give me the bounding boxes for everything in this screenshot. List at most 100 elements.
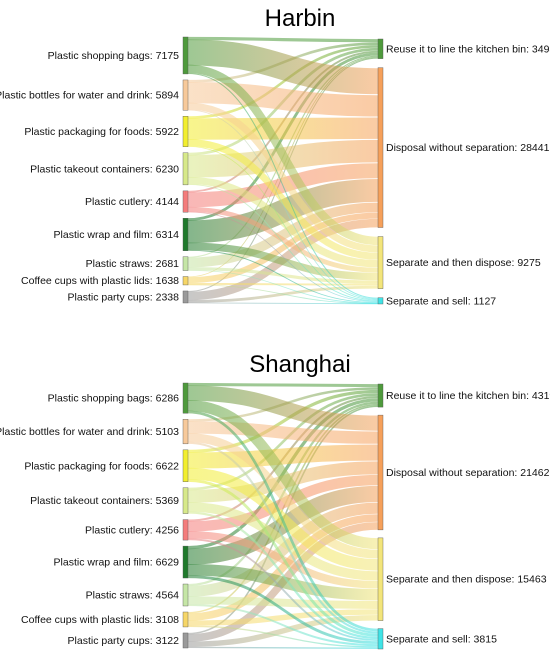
flow-link-coffee-cups-to-disposal xyxy=(187,514,379,621)
source-node-packaging xyxy=(182,449,189,482)
flow-link-wrap-film-to-separate-sell xyxy=(187,575,379,645)
source-label-party-cups: Plastic party cups: 2338 xyxy=(68,291,180,303)
flow-link-straws-to-separate-sell xyxy=(187,269,379,304)
source-node-shopping-bags xyxy=(182,382,189,414)
source-label-shopping-bags: Plastic shopping bags: 6286 xyxy=(48,393,180,405)
flow-link-cutlery-to-separate-sell xyxy=(187,538,379,642)
flow-link-party-cups-to-separate-sell xyxy=(187,302,379,305)
target-label-separate-sell: Separate and sell: 3815 xyxy=(386,633,497,645)
target-label-disposal: Disposal without separation: 21462 xyxy=(386,467,550,479)
source-label-coffee-cups: Coffee cups with plastic lids: 3108 xyxy=(21,614,179,626)
source-label-wrap-film: Plastic wrap and film: 6629 xyxy=(54,557,180,569)
flow-link-coffee-cups-to-separate-dispose xyxy=(187,609,379,626)
source-label-straws: Plastic straws: 2681 xyxy=(86,258,180,270)
flow-link-takeout-to-separate-dispose xyxy=(187,176,379,268)
flow-link-party-cups-to-separate-dispose xyxy=(187,615,379,647)
flow-link-straws-to-separate-dispose xyxy=(187,267,379,284)
target-node-disposal xyxy=(377,414,384,531)
target-node-reuse xyxy=(377,38,384,59)
target-label-reuse: Reuse it to line the kitchen bin: 3493 xyxy=(386,43,550,55)
source-label-shopping-bags: Plastic shopping bags: 7175 xyxy=(48,50,180,62)
source-node-packaging xyxy=(182,116,189,147)
flow-link-bottles-to-separate-dispose xyxy=(187,433,379,559)
flow-link-bottles-to-separate-sell xyxy=(187,109,379,300)
flow-link-shopping-bags-to-reuse xyxy=(187,382,379,388)
panel-harbin: Harbin Plastic shopping bags: 7175 Plasti… xyxy=(0,5,550,307)
target-label-reuse: Reuse it to line the kitchen bin: 4319 xyxy=(386,390,550,402)
flow-link-coffee-cups-to-separate-sell xyxy=(187,284,379,304)
source-label-cutlery: Plastic cutlery: 4256 xyxy=(85,524,179,536)
flow-link-shopping-bags-to-separate-sell xyxy=(187,72,379,299)
links xyxy=(187,382,379,649)
source-node-takeout xyxy=(182,487,189,514)
source-node-coffee-cups xyxy=(182,611,189,628)
source-node-straws xyxy=(182,256,189,271)
source-label-packaging: Plastic packaging for foods: 5922 xyxy=(24,126,179,138)
flow-link-party-cups-to-separate-sell xyxy=(187,646,379,649)
flow-link-wrap-film-to-disposal xyxy=(187,179,379,244)
flow-link-wrap-film-to-separate-sell xyxy=(187,249,379,303)
flow-link-coffee-cups-to-disposal xyxy=(187,212,379,284)
flow-link-packaging-to-separate-dispose xyxy=(187,139,379,260)
flow-link-bottles-to-separate-dispose xyxy=(187,102,379,253)
source-label-party-cups: Plastic party cups: 3122 xyxy=(68,635,180,647)
flow-link-shopping-bags-to-reuse xyxy=(187,36,379,43)
flow-link-shopping-bags-to-separate-dispose xyxy=(187,400,379,550)
target-node-separate-sell xyxy=(377,628,384,650)
target-label-separate-dispose: Separate and then dispose: 15463 xyxy=(386,574,547,586)
source-node-cutlery xyxy=(182,190,189,213)
flow-link-takeout-to-separate-sell xyxy=(187,183,379,302)
target-node-disposal xyxy=(377,67,384,228)
panel-title: Harbin xyxy=(265,5,336,32)
source-node-party-cups xyxy=(182,290,189,304)
flow-link-bottles-to-disposal xyxy=(187,421,379,444)
flow-link-cutlery-to-separate-sell xyxy=(187,211,379,303)
flow-link-straws-to-disposal xyxy=(187,502,379,597)
source-label-coffee-cups: Coffee cups with plastic lids: 1638 xyxy=(21,275,179,287)
target-node-separate-sell xyxy=(377,297,384,305)
flow-link-bottles-to-separate-sell xyxy=(187,441,379,634)
flow-link-takeout-to-separate-dispose xyxy=(187,502,379,581)
flow-link-packaging-to-separate-sell xyxy=(187,478,379,637)
flow-link-cutlery-to-separate-dispose xyxy=(187,206,379,273)
flow-link-packaging-to-disposal xyxy=(187,117,379,140)
flow-link-shopping-bags-to-separate-dispose xyxy=(187,64,379,246)
panel-title: Shanghai xyxy=(249,351,350,378)
source-node-wrap-film xyxy=(182,545,189,579)
flow-link-wrap-film-to-separate-dispose xyxy=(187,564,379,601)
flow-link-packaging-to-separate-sell xyxy=(187,145,379,301)
flow-link-packaging-to-disposal xyxy=(187,444,379,469)
target-node-reuse xyxy=(377,383,384,408)
target-node-separate-dispose xyxy=(377,236,384,289)
source-label-cutlery: Plastic cutlery: 4144 xyxy=(85,196,179,208)
source-node-shopping-bags xyxy=(182,36,189,75)
flow-link-takeout-to-reuse xyxy=(187,393,379,491)
source-node-party-cups xyxy=(182,632,189,649)
flow-link-packaging-to-reuse xyxy=(187,389,379,453)
source-node-wrap-film xyxy=(182,218,189,251)
source-label-bottles: Plastic bottles for water and drink: 589… xyxy=(0,90,179,102)
flow-link-shopping-bags-to-disposal xyxy=(187,39,379,95)
source-label-takeout: Plastic takeout containers: 6230 xyxy=(30,163,179,175)
flow-link-bottles-to-disposal xyxy=(187,81,379,117)
flow-link-shopping-bags-to-separate-sell xyxy=(187,410,379,632)
flow-link-straws-to-separate-sell xyxy=(187,604,379,647)
source-label-straws: Plastic straws: 4564 xyxy=(86,590,180,602)
target-label-separate-sell: Separate and sell: 1127 xyxy=(386,295,496,307)
flow-link-takeout-to-separate-sell xyxy=(187,511,379,640)
source-label-packaging: Plastic packaging for foods: 6622 xyxy=(24,460,179,472)
source-node-straws xyxy=(182,583,189,607)
source-label-bottles: Plastic bottles for water and drink: 510… xyxy=(0,426,179,438)
panel-shanghai: Shanghai Plastic shopping bags: 6286 Plas… xyxy=(0,351,550,650)
source-node-bottles xyxy=(182,79,189,111)
flow-link-straws-to-disposal xyxy=(187,202,379,268)
source-node-bottles xyxy=(182,419,189,445)
target-label-separate-dispose: Separate and then dispose: 9275 xyxy=(386,257,541,269)
source-node-cutlery xyxy=(182,519,189,541)
target-node-separate-dispose xyxy=(377,537,384,621)
source-node-coffee-cups xyxy=(182,276,189,286)
target-label-disposal: Disposal without separation: 28441 xyxy=(386,142,550,154)
flow-link-coffee-cups-to-separate-sell xyxy=(187,625,379,648)
source-node-takeout xyxy=(182,152,189,186)
